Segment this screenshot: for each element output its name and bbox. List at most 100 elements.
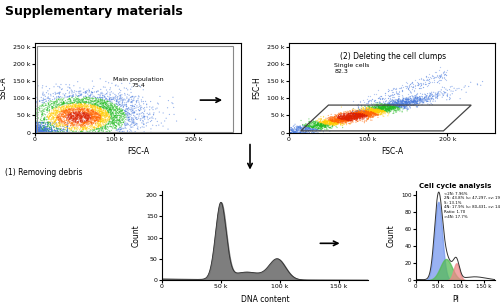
Point: [293, 124, 301, 128]
Point: [386, 109, 394, 114]
Point: [413, 101, 421, 106]
Point: [43, 115, 51, 120]
Point: [73, 112, 81, 117]
Point: [89, 101, 97, 106]
Point: [122, 102, 130, 107]
Point: [108, 101, 116, 106]
Point: [309, 120, 317, 125]
Point: [31, 130, 39, 135]
Point: [334, 118, 342, 123]
Point: [474, 82, 482, 87]
Point: [322, 117, 330, 122]
Point: [294, 124, 302, 129]
Point: [62, 106, 70, 111]
Point: [31, 120, 39, 125]
Point: [192, 117, 200, 122]
Point: [59, 108, 67, 113]
Point: [370, 108, 378, 113]
Point: [108, 110, 116, 115]
Point: [360, 113, 368, 118]
Point: [414, 101, 422, 106]
Point: [40, 129, 48, 134]
Point: [106, 107, 114, 111]
Point: [38, 130, 46, 135]
Point: [54, 97, 62, 102]
Point: [353, 113, 361, 118]
Point: [98, 109, 106, 114]
Point: [384, 107, 392, 112]
Point: [74, 94, 82, 99]
Point: [96, 110, 104, 115]
Point: [386, 104, 394, 109]
Point: [31, 122, 39, 127]
Point: [70, 88, 78, 93]
Point: [34, 127, 42, 132]
Point: [96, 119, 104, 124]
Point: [38, 129, 46, 134]
Point: [402, 99, 410, 104]
Point: [410, 100, 418, 105]
Point: [38, 130, 46, 135]
Point: [310, 125, 318, 130]
Point: [100, 101, 108, 106]
Point: [328, 121, 336, 126]
Point: [334, 118, 342, 123]
Point: [360, 113, 368, 118]
Point: [103, 107, 111, 111]
Point: [83, 129, 91, 134]
Point: [128, 116, 136, 121]
Point: [326, 118, 334, 123]
Point: [360, 107, 368, 111]
Point: [418, 82, 426, 87]
Point: [70, 113, 78, 118]
Point: [72, 116, 80, 121]
Point: [345, 113, 353, 118]
Point: [386, 104, 394, 109]
Point: [334, 117, 342, 122]
Point: [425, 96, 433, 101]
Point: [31, 102, 39, 107]
Point: [48, 119, 56, 124]
Point: [66, 94, 74, 99]
Point: [408, 85, 416, 90]
Point: [374, 111, 382, 116]
Point: [349, 114, 357, 119]
Point: [366, 107, 374, 112]
Point: [384, 105, 392, 110]
Point: [108, 103, 116, 108]
Point: [107, 97, 115, 102]
Point: [288, 130, 296, 135]
Point: [91, 101, 99, 106]
Point: [45, 115, 53, 120]
Point: [62, 110, 70, 115]
Point: [117, 130, 125, 135]
Point: [132, 122, 140, 127]
Point: [128, 115, 136, 120]
Point: [90, 116, 98, 120]
Point: [55, 95, 63, 100]
Point: [384, 103, 392, 108]
Point: [90, 118, 98, 123]
Point: [316, 123, 324, 128]
Point: [380, 104, 388, 109]
Point: [64, 109, 72, 114]
Point: [383, 106, 391, 111]
Point: [34, 120, 42, 125]
Point: [378, 103, 386, 108]
Point: [392, 101, 400, 106]
Point: [378, 105, 386, 110]
Point: [66, 109, 74, 114]
Point: [62, 111, 70, 116]
Point: [58, 102, 66, 107]
Point: [109, 111, 117, 116]
Point: [337, 122, 345, 127]
Point: [50, 101, 58, 106]
Point: [130, 117, 138, 122]
Point: [354, 106, 362, 111]
Point: [330, 120, 338, 125]
Point: [367, 111, 375, 116]
Point: [84, 108, 92, 113]
Point: [314, 121, 322, 126]
Point: [34, 126, 42, 131]
Point: [85, 116, 93, 121]
